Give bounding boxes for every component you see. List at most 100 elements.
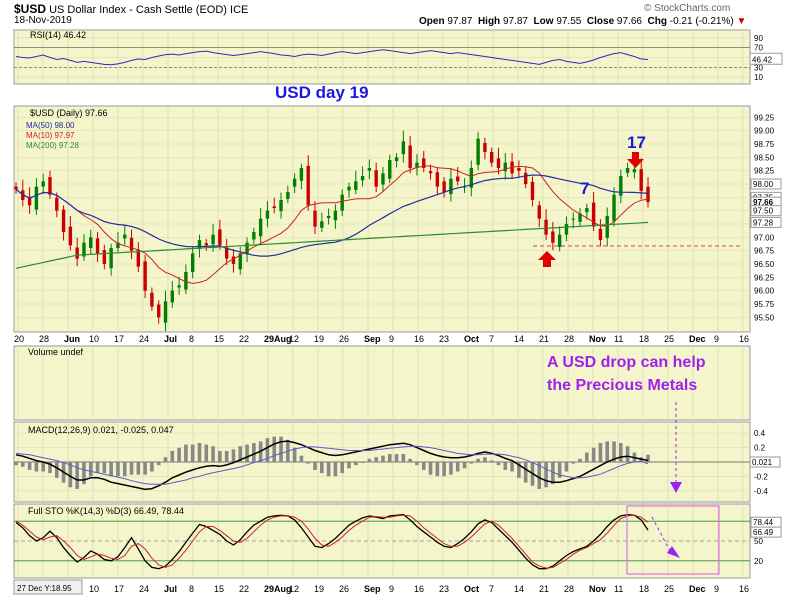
price-candle bbox=[252, 232, 256, 240]
x-tick-label: Jul bbox=[164, 334, 177, 344]
macd-histogram-bar bbox=[625, 446, 630, 462]
macd-histogram-bar bbox=[483, 457, 487, 462]
macd-histogram-bar bbox=[401, 454, 406, 462]
price-title: $USD (Daily) 97.66 bbox=[30, 108, 108, 118]
volume-title: Volume undef bbox=[28, 347, 84, 357]
macd-histogram-bar bbox=[265, 438, 270, 462]
price-candle bbox=[326, 216, 331, 219]
price-candle bbox=[639, 169, 643, 191]
x-tick-label: 11 bbox=[614, 334, 623, 344]
macd-histogram-bar bbox=[184, 444, 188, 462]
price-candle bbox=[116, 242, 120, 248]
macd-histogram-bar bbox=[204, 444, 209, 462]
x-tick-label: Sep bbox=[364, 334, 381, 344]
price-candle bbox=[598, 228, 603, 240]
price-tick-label: 96.50 bbox=[754, 260, 775, 269]
x-tick-label: 18 bbox=[639, 334, 649, 344]
x-tick-label: 22 bbox=[239, 584, 249, 594]
macd-histogram-bar bbox=[347, 462, 351, 469]
x-tick-label: 28 bbox=[39, 334, 49, 344]
price-candle bbox=[619, 176, 623, 196]
macd-line bbox=[15, 440, 649, 491]
macd-histogram-bar bbox=[442, 462, 446, 477]
macd-histogram-bar bbox=[116, 462, 120, 477]
macd-histogram-bar bbox=[211, 446, 215, 462]
price-candle bbox=[197, 240, 202, 250]
macd-value-box bbox=[749, 456, 781, 468]
price-candle bbox=[476, 138, 480, 165]
price-candle bbox=[102, 250, 107, 264]
price-candle bbox=[245, 242, 249, 255]
macd-histogram-bar bbox=[510, 462, 514, 472]
sto-title: Full STO %K(14,3) %D(3) 66.49, 78.44 bbox=[28, 506, 184, 516]
macd-histogram-bar bbox=[197, 442, 202, 462]
macd-histogram-bar bbox=[557, 462, 562, 478]
price-candle bbox=[292, 178, 297, 187]
price-candle bbox=[163, 301, 168, 323]
macd-histogram-bar bbox=[612, 441, 616, 462]
macd-histogram-bar bbox=[394, 454, 399, 462]
macd-histogram-bar bbox=[224, 450, 229, 462]
down-arrow-icon bbox=[627, 152, 644, 168]
price-candle bbox=[333, 210, 338, 221]
price-candle bbox=[272, 206, 276, 208]
rsi-panel bbox=[13, 29, 751, 85]
macd-histogram-bar bbox=[27, 462, 32, 470]
macd-histogram-bar bbox=[20, 462, 25, 467]
watermark: © StockCharts.com bbox=[644, 3, 731, 14]
macd-histogram-bar bbox=[218, 450, 222, 462]
price-candle bbox=[456, 176, 460, 182]
price-candle bbox=[224, 247, 229, 259]
rsi-tick-label: 90 bbox=[754, 34, 763, 43]
count-17-annotation: 17 bbox=[627, 133, 646, 152]
macd-histogram-bar bbox=[415, 462, 419, 466]
x-tick-label: 23 bbox=[439, 334, 449, 344]
macd-histogram-bar bbox=[82, 462, 86, 485]
x-tick-label: 11 bbox=[614, 584, 623, 594]
price-candle bbox=[82, 242, 86, 257]
x-tick-label: 9 bbox=[389, 584, 394, 594]
x-tick-label: 8 bbox=[189, 584, 194, 594]
macd-tick-label: 0.2 bbox=[754, 444, 766, 453]
x-tick-label: 19 bbox=[314, 584, 324, 594]
x-tick-label: 18 bbox=[639, 584, 649, 594]
drop-annotation-line2: the Precious Metals bbox=[547, 377, 697, 394]
macd-histogram-bar bbox=[252, 442, 256, 462]
price-candle bbox=[34, 186, 39, 210]
macd-histogram-bar bbox=[455, 462, 460, 472]
price-candle bbox=[231, 256, 236, 264]
price-candle bbox=[557, 234, 562, 247]
macd-histogram-bar bbox=[374, 457, 378, 462]
price-candle bbox=[150, 292, 154, 307]
macd-histogram-bar bbox=[48, 462, 52, 474]
macd-histogram-bar bbox=[95, 462, 100, 474]
macd-histogram-bar bbox=[544, 462, 548, 488]
macd-histogram-bar bbox=[54, 462, 59, 478]
x-tick-label: 21 bbox=[539, 334, 549, 344]
x-tick-label: 19 bbox=[314, 334, 324, 344]
price-candle bbox=[68, 226, 73, 246]
macd-histogram-bar bbox=[320, 462, 324, 474]
price-candle bbox=[61, 209, 66, 232]
price-candle bbox=[422, 158, 426, 168]
price-candle bbox=[462, 186, 467, 188]
price-candle bbox=[394, 157, 399, 162]
price-candle bbox=[578, 213, 582, 222]
sto-value-label: 66.49 bbox=[753, 528, 774, 537]
macd-histogram-bar bbox=[578, 458, 582, 462]
macd-histogram-bar bbox=[435, 462, 440, 477]
macd-histogram-bar bbox=[564, 462, 569, 472]
price-candle bbox=[625, 168, 630, 173]
price-candle bbox=[571, 218, 575, 220]
price-value-box bbox=[750, 216, 782, 228]
price-candle bbox=[605, 216, 609, 238]
x-tick-label: 15 bbox=[214, 584, 224, 594]
volume-panel bbox=[13, 345, 751, 421]
price-candle bbox=[204, 243, 208, 246]
x-tick-label: 29Aug bbox=[264, 334, 292, 344]
sto-tick-label: 20 bbox=[754, 557, 763, 566]
macd-tick-label: -0.4 bbox=[754, 487, 768, 496]
legend-ma200: MA(200) 97.28 bbox=[26, 141, 79, 150]
price-candle bbox=[109, 248, 113, 269]
macd-histogram-bar bbox=[292, 447, 297, 462]
